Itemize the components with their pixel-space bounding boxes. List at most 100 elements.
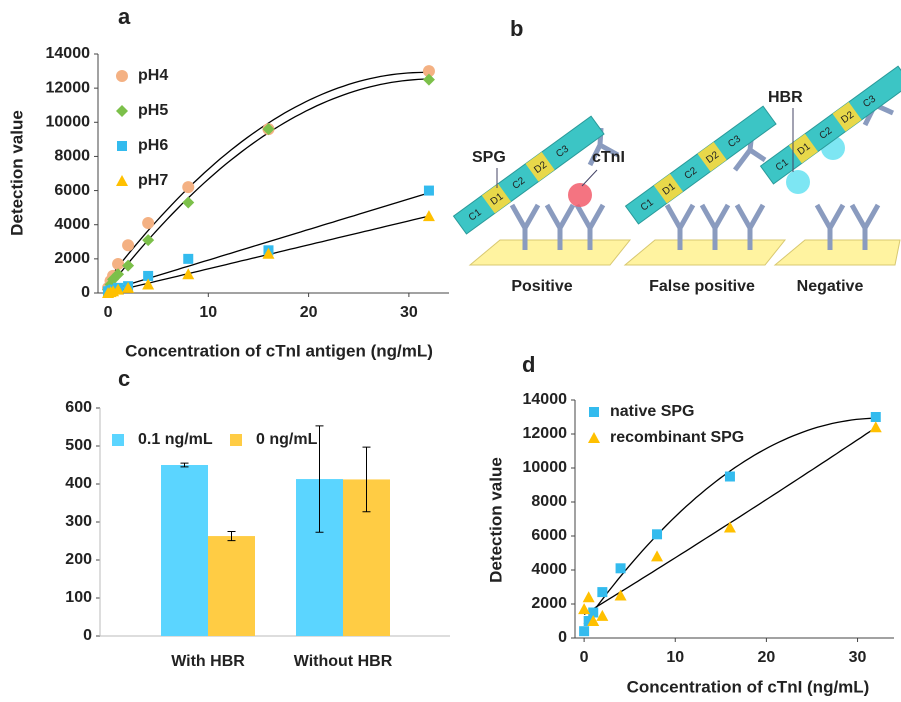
point	[582, 591, 595, 603]
y-tick-label: 400	[65, 475, 92, 492]
point	[182, 268, 195, 280]
caption: Negative	[797, 278, 864, 295]
point	[422, 210, 435, 222]
point	[422, 73, 435, 86]
y-tick-label: 0	[81, 284, 90, 301]
trendline	[107, 71, 429, 281]
point	[142, 278, 155, 290]
point	[112, 283, 125, 295]
legend-label: 0 ng/mL	[256, 431, 318, 448]
trendline	[107, 192, 430, 292]
bar	[208, 536, 255, 636]
y-tick-label: 8000	[54, 148, 90, 165]
legend-symbol	[117, 141, 127, 151]
y-tick-label: 14000	[523, 391, 568, 408]
x-tick-label: 10	[666, 649, 684, 666]
legend-symbol	[116, 70, 128, 82]
point	[112, 257, 125, 270]
point	[122, 259, 135, 272]
legend-label: 0.1 ng/mL	[138, 431, 213, 448]
domain-band	[525, 152, 555, 182]
y-tick-label: 600	[65, 399, 92, 416]
spg-label: SPG	[472, 149, 506, 166]
point	[143, 270, 154, 281]
legend-label: pH4	[138, 67, 168, 84]
panel-label: b	[510, 16, 523, 41]
y-tick-label: 12000	[523, 425, 568, 442]
point	[142, 217, 155, 230]
point	[182, 196, 195, 209]
ctni-antigen	[568, 183, 592, 207]
bar	[161, 465, 208, 636]
error-bar	[180, 462, 189, 468]
x-tick-label: 30	[400, 304, 418, 321]
y-tick-label: 4000	[531, 561, 567, 578]
hbr-label: HBR	[768, 89, 803, 106]
caption: Positive	[511, 278, 572, 295]
y-tick-label: 14000	[46, 45, 91, 62]
x-axis-title: Concentration of cTnI (ng/mL)	[627, 677, 870, 696]
ctni-label: cTnI	[592, 149, 625, 166]
y-tick-label: 4000	[54, 216, 90, 233]
legend-symbol	[588, 432, 600, 443]
point	[122, 239, 135, 252]
domain-band	[697, 142, 727, 172]
point	[614, 589, 627, 601]
y-tick-label: 8000	[531, 493, 567, 510]
hbr	[786, 170, 810, 194]
legend-label: pH7	[138, 172, 168, 189]
point	[122, 281, 135, 293]
legend-label: pH5	[138, 102, 168, 119]
x-tick-label: Without HBR	[294, 653, 393, 670]
point	[596, 609, 609, 621]
legend-symbol	[589, 407, 599, 417]
x-tick-label: 30	[849, 649, 867, 666]
x-tick-label: With HBR	[171, 653, 245, 670]
legend-label: pH6	[138, 137, 168, 154]
point	[587, 615, 600, 626]
point	[651, 550, 664, 562]
y-tick-label: 500	[65, 437, 92, 454]
panel-label: c	[118, 366, 130, 391]
point	[597, 587, 608, 598]
point	[724, 471, 735, 482]
y-tick-label: 12000	[46, 79, 91, 96]
point	[262, 123, 275, 136]
y-tick-label: 6000	[531, 527, 567, 544]
point	[262, 247, 275, 259]
y-tick-label: 6000	[54, 182, 90, 199]
point	[869, 421, 882, 433]
panel-label: a	[118, 4, 131, 29]
legend-label: recombinant SPG	[610, 429, 744, 446]
y-tick-label: 100	[65, 589, 92, 606]
domain-band	[832, 102, 862, 132]
y-tick-label: 0	[83, 627, 92, 644]
legend-symbol	[112, 434, 124, 446]
point	[615, 563, 626, 574]
point	[588, 607, 599, 618]
point	[182, 181, 195, 194]
legend-symbol	[230, 434, 242, 446]
surface	[623, 239, 787, 266]
point	[423, 185, 434, 196]
point	[870, 412, 881, 422]
point	[112, 268, 125, 281]
point	[579, 626, 590, 637]
error-bar	[227, 531, 236, 542]
point	[583, 616, 594, 626]
point	[578, 603, 591, 615]
legend-symbol	[116, 105, 128, 117]
domain-band	[481, 183, 511, 214]
y-axis-title: Detection value	[7, 110, 26, 236]
surface	[468, 239, 632, 266]
y-tick-label: 2000	[531, 595, 567, 612]
y-tick-label: 200	[65, 551, 92, 568]
x-tick-label: 0	[580, 649, 589, 666]
point	[183, 253, 194, 264]
legend-symbol	[116, 175, 128, 186]
